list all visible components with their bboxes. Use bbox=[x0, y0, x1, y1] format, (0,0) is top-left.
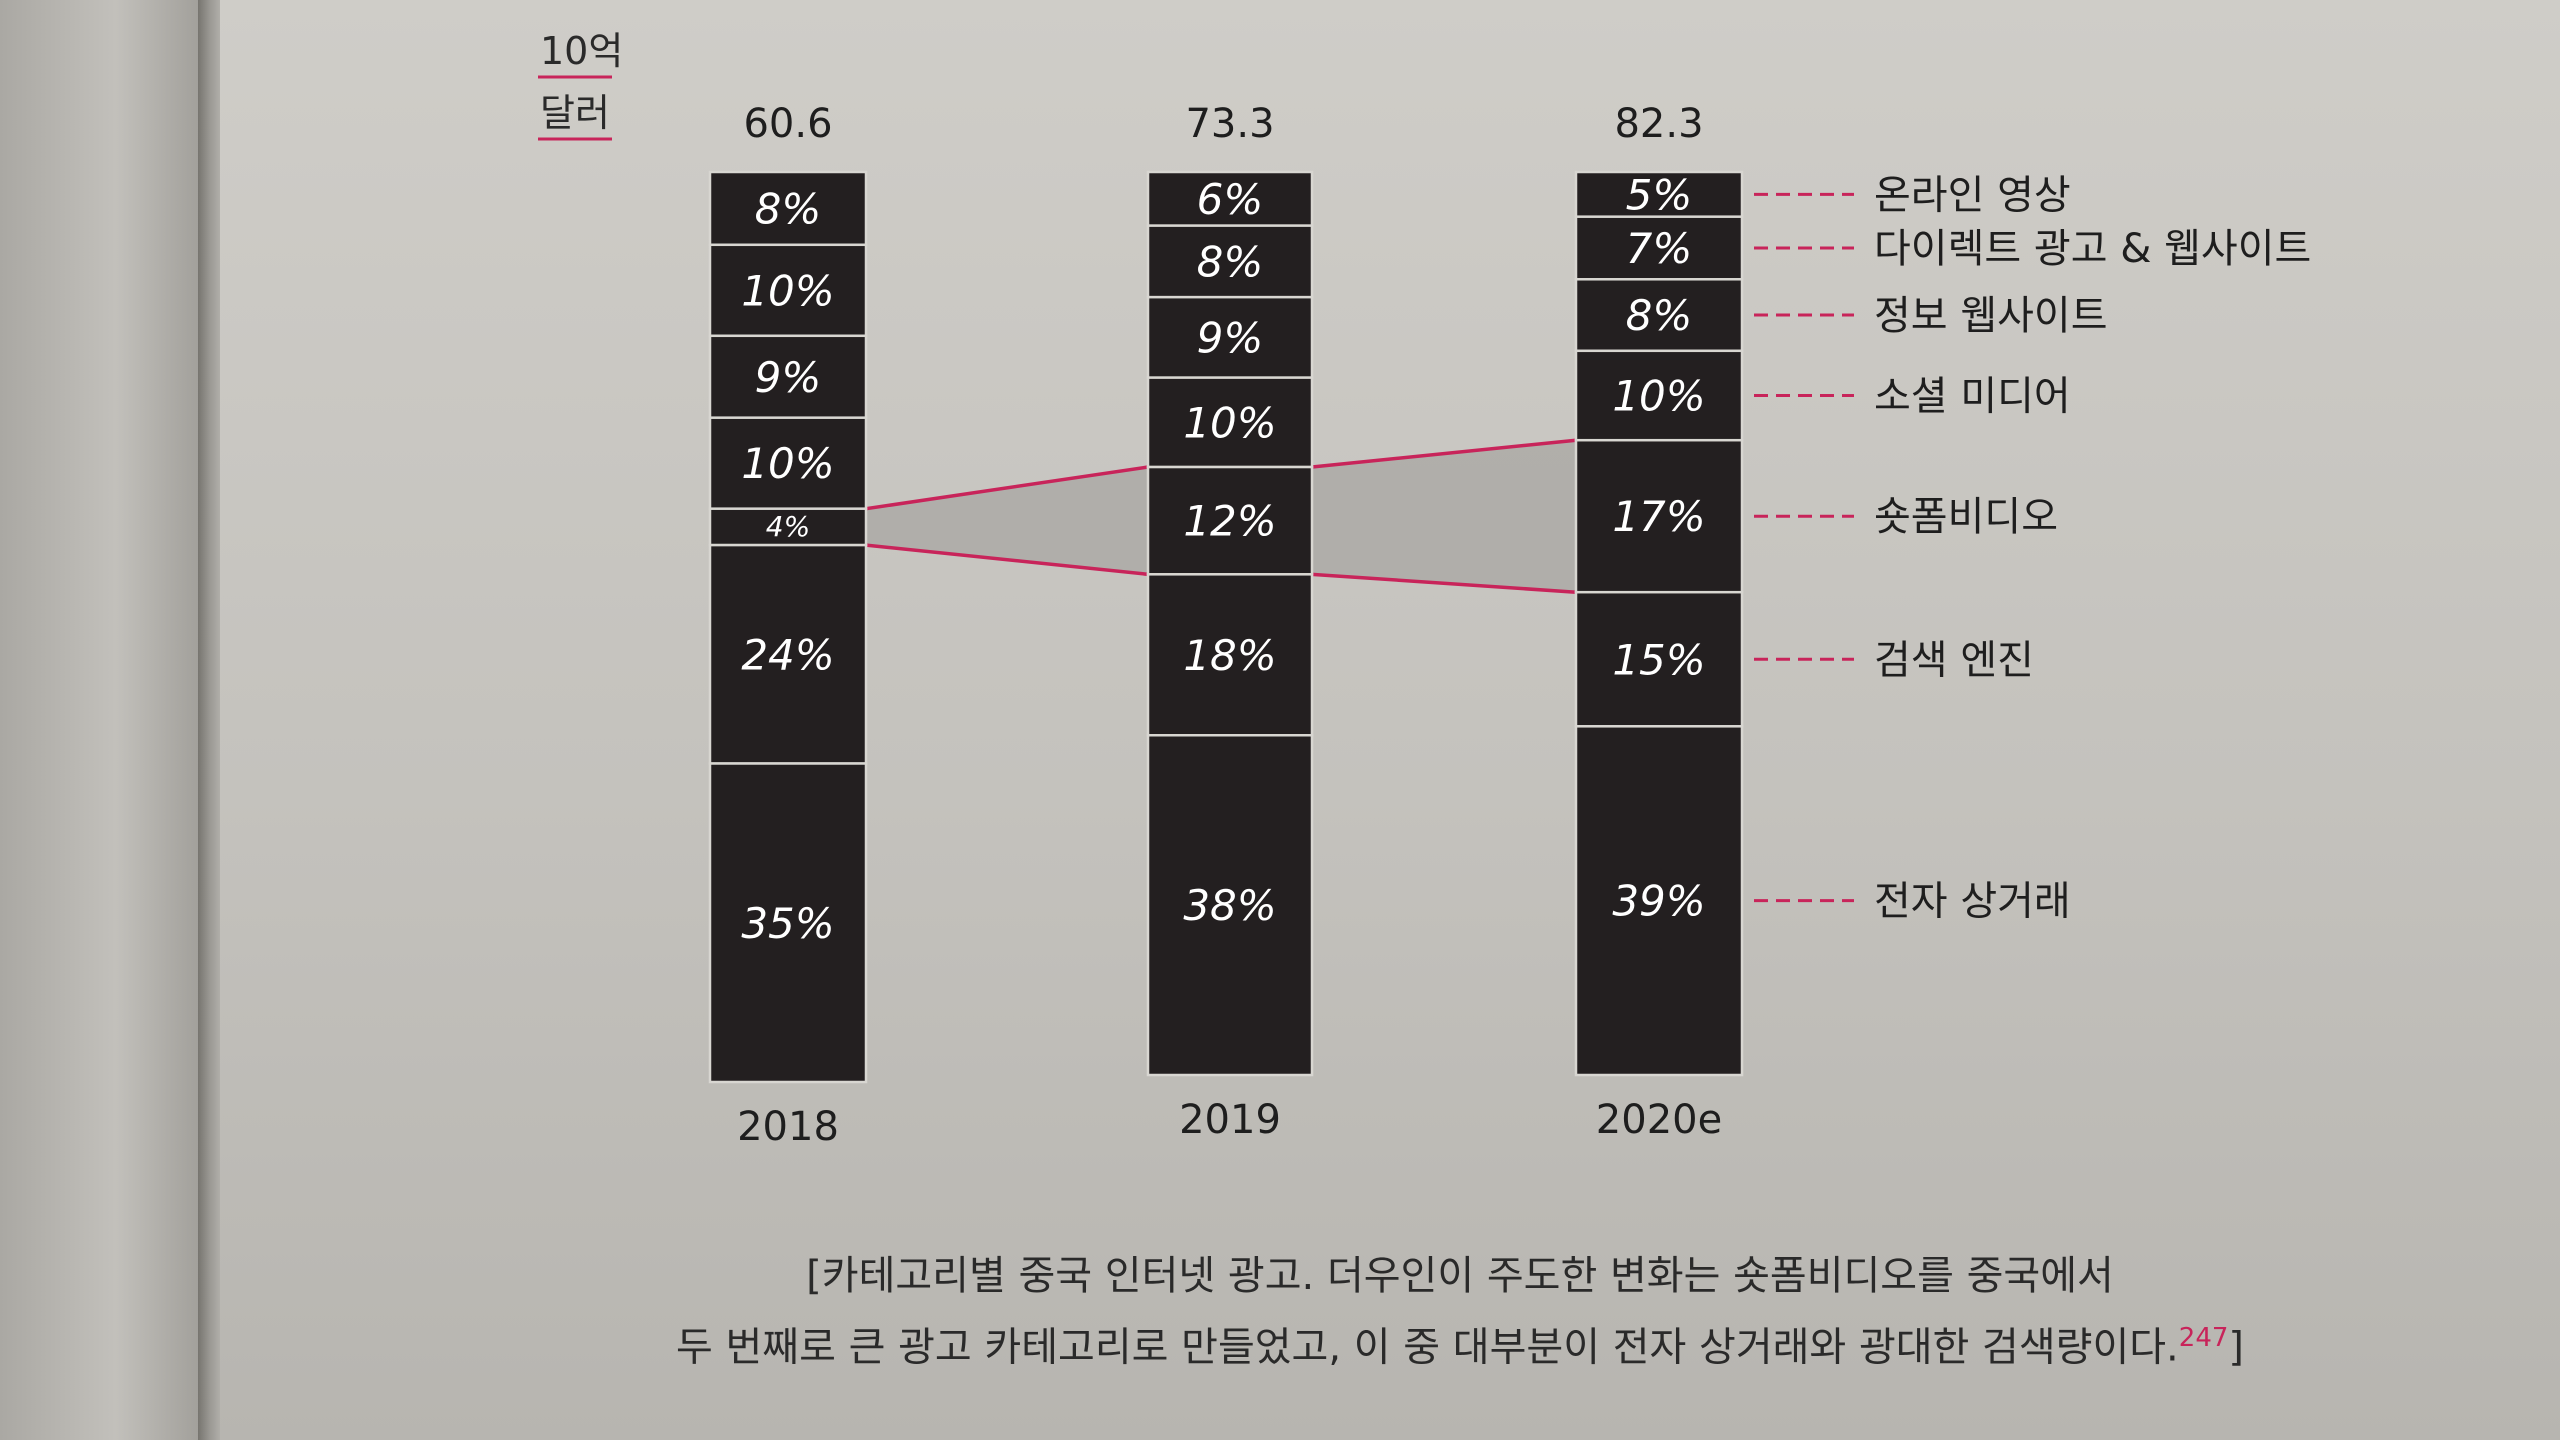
bar-total-2020e: 82.3 bbox=[1614, 101, 1703, 147]
legend-label-1: 온라인 영상 bbox=[1874, 172, 2071, 218]
short-video-connectors bbox=[865, 438, 1577, 594]
x-tick-2019: 2019 bbox=[1179, 1097, 1281, 1143]
segment-label-2019-7: 38% bbox=[1183, 881, 1276, 930]
segment-label-2019-1: 6% bbox=[1197, 175, 1264, 224]
unit-label-line2: 달러 bbox=[540, 91, 610, 135]
caption-close-bracket: ] bbox=[2228, 1324, 2245, 1371]
legend-label-2: 다이렉트 광고 & 웹사이트 bbox=[1874, 226, 2311, 272]
segment-label-2018-6: 24% bbox=[741, 630, 834, 679]
bar-segment-2018-3 bbox=[708, 334, 868, 419]
connector-line-2-bottom bbox=[1311, 572, 1577, 594]
bar-segment-2019-7 bbox=[1146, 734, 1314, 1077]
legend-label-5: 숏폼비디오 bbox=[1874, 494, 2058, 540]
bar-segment-2019-3 bbox=[1146, 295, 1314, 379]
bar-segment-2018-1 bbox=[708, 170, 868, 247]
bar-segment-2018-6 bbox=[708, 543, 868, 765]
bar-segment-2018-5 bbox=[708, 507, 868, 547]
legend-label-3: 정보 웹사이트 bbox=[1874, 293, 2108, 339]
caption-line-2-text: 두 번째로 큰 광고 카테고리로 만들었고, 이 중 대부분이 전자 상거래와 … bbox=[675, 1324, 2179, 1371]
connector-line-1-top bbox=[865, 465, 1149, 511]
caption-line-2: 두 번째로 큰 광고 카테고리로 만들었고, 이 중 대부분이 전자 상거래와 … bbox=[560, 1307, 2360, 1378]
bar-segment-2018-7 bbox=[708, 762, 868, 1084]
bar-total-2018: 60.6 bbox=[743, 101, 832, 147]
bar-segment-2020e-4 bbox=[1574, 349, 1744, 442]
segment-label-2020e-2: 7% bbox=[1626, 224, 1693, 273]
segment-label-2018-5: 4% bbox=[766, 510, 810, 543]
book-gutter bbox=[198, 0, 224, 1440]
segment-label-2020e-1: 5% bbox=[1626, 170, 1693, 219]
segment-label-2019-3: 9% bbox=[1197, 313, 1264, 362]
bar-segment-2019-1 bbox=[1146, 170, 1314, 227]
bar-segment-2018-2 bbox=[708, 243, 868, 338]
bar-segment-2020e-5 bbox=[1574, 438, 1744, 594]
connector-line-1-bottom bbox=[865, 543, 1149, 577]
segment-label-2018-4: 10% bbox=[741, 439, 834, 488]
bar-segment-2019-5 bbox=[1146, 465, 1314, 576]
legend-label-7: 전자 상거래 bbox=[1874, 879, 2071, 925]
x-tick-2020e: 2020e bbox=[1596, 1097, 1722, 1143]
connector-band-2 bbox=[1312, 440, 1576, 593]
bar-segment-2020e-1 bbox=[1574, 170, 1744, 218]
bar-segment-2020e-3 bbox=[1574, 278, 1744, 353]
bar-segment-2019-4 bbox=[1146, 376, 1314, 469]
segment-label-2020e-7: 39% bbox=[1612, 877, 1705, 926]
bar-segment-2018-4 bbox=[708, 416, 868, 510]
caption-reference: 247 bbox=[2178, 1323, 2229, 1353]
segment-label-2020e-5: 17% bbox=[1612, 492, 1705, 541]
x-tick-2018: 2018 bbox=[737, 1104, 839, 1150]
segment-label-2020e-4: 10% bbox=[1612, 372, 1705, 421]
segment-label-2020e-6: 15% bbox=[1612, 635, 1705, 684]
bar-segment-2019-6 bbox=[1146, 573, 1314, 737]
segment-label-2019-4: 10% bbox=[1183, 398, 1276, 447]
unit-label: 10억 달러 bbox=[538, 29, 623, 141]
bars: 8% 10% 9% 10% 4% 24% 35% 60.6 2018 6% 8% 9% 10% 12% 18… bbox=[708, 101, 1744, 1150]
left-page bbox=[0, 0, 210, 1440]
bar-segment-2019-2 bbox=[1146, 224, 1314, 299]
figure-caption: [카테고리별 중국 인터넷 광고. 더우인이 주도한 변화는 숏폼비디오를 중국… bbox=[560, 1245, 2360, 1378]
segment-label-2018-7: 35% bbox=[741, 899, 834, 948]
segment-label-2018-2: 10% bbox=[741, 266, 834, 315]
segment-label-2018-1: 8% bbox=[755, 184, 822, 233]
segment-label-2019-2: 8% bbox=[1197, 237, 1264, 286]
legend-label-4: 소셜 미디어 bbox=[1874, 374, 2071, 420]
book-page bbox=[220, 0, 2560, 1440]
bar-segment-2020e-7 bbox=[1574, 725, 1744, 1077]
bar-segment-2020e-2 bbox=[1574, 215, 1744, 281]
connector-line-2-top bbox=[1311, 438, 1577, 469]
caption-line-1: [카테고리별 중국 인터넷 광고. 더우인이 주도한 변화는 숏폼비디오를 중국… bbox=[806, 1253, 2114, 1299]
segment-label-2020e-3: 8% bbox=[1626, 291, 1693, 340]
segment-label-2018-3: 9% bbox=[755, 353, 822, 402]
legend-label-6: 검색 엔진 bbox=[1874, 637, 2034, 683]
connector-band-1 bbox=[866, 467, 1148, 575]
bar-total-2019: 73.3 bbox=[1185, 101, 1274, 147]
segment-label-2019-6: 18% bbox=[1183, 631, 1276, 680]
segment-label-2019-5: 12% bbox=[1183, 497, 1276, 546]
unit-label-line1: 10억 bbox=[540, 29, 623, 73]
